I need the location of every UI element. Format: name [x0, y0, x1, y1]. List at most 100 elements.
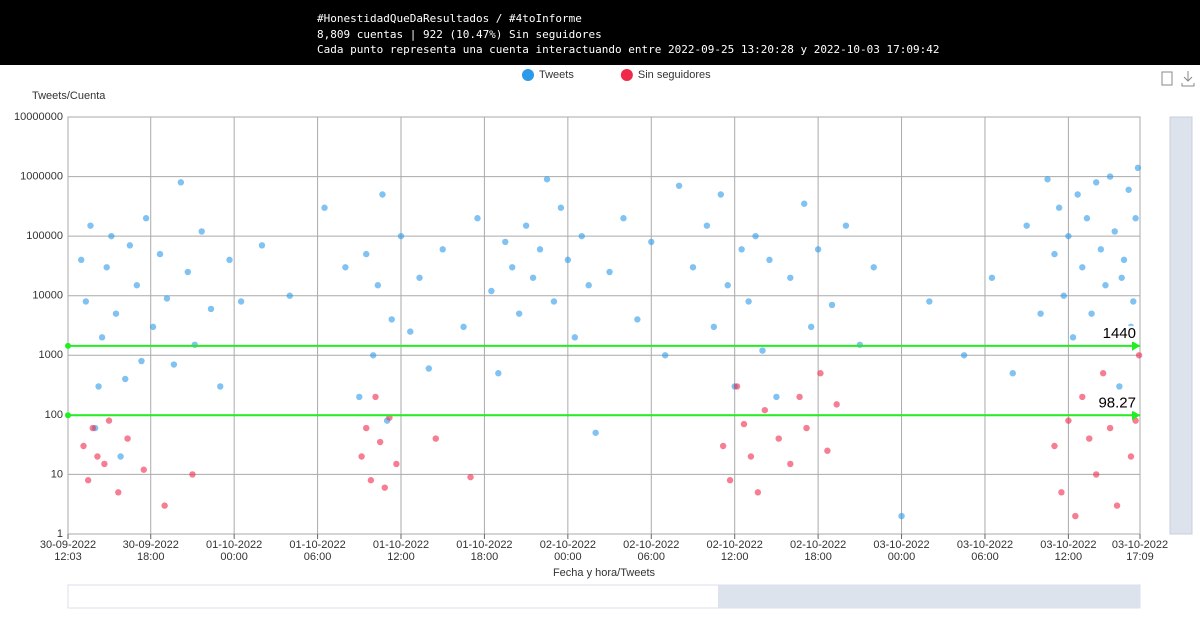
point: [1088, 310, 1095, 317]
point: [156, 250, 164, 258]
point: [1009, 370, 1016, 377]
export-icons[interactable]: [1161, 71, 1195, 87]
point: [522, 222, 530, 229]
point: [710, 323, 718, 331]
point: [381, 484, 388, 491]
data-view-icon[interactable]: [1161, 71, 1173, 86]
point: [754, 489, 762, 496]
point: [80, 442, 87, 450]
point: [817, 370, 824, 377]
point: [550, 298, 558, 305]
note: Cada punto representa una cuenta interac…: [317, 43, 940, 56]
point: [578, 232, 585, 240]
point: [467, 473, 474, 481]
point: [82, 298, 90, 305]
point: [397, 232, 405, 240]
point: [142, 215, 150, 222]
point: [163, 295, 171, 302]
point: [585, 282, 592, 289]
point: [460, 323, 467, 331]
reference-label: 98.27: [1098, 394, 1136, 411]
point: [502, 238, 509, 246]
point: [740, 420, 748, 428]
point: [439, 246, 446, 253]
point: [773, 393, 780, 401]
point: [108, 232, 115, 240]
y-tick-label: 100: [45, 409, 63, 421]
y-zoom-slider[interactable]: [1169, 116, 1193, 535]
point: [1083, 215, 1091, 222]
point: [1135, 352, 1143, 359]
point: [747, 453, 755, 460]
point: [191, 341, 198, 348]
point: [98, 334, 106, 341]
point: [564, 256, 572, 264]
point: [374, 282, 382, 289]
point: [1051, 250, 1058, 258]
point: [766, 256, 773, 264]
point: [94, 453, 101, 460]
point: [416, 274, 423, 281]
point: [814, 246, 822, 253]
point: [571, 334, 579, 341]
point: [509, 264, 516, 271]
point: [1102, 282, 1109, 289]
point: [1044, 176, 1051, 183]
point: [1065, 417, 1072, 424]
point: [1099, 370, 1107, 377]
point: [372, 393, 379, 401]
point: [369, 352, 377, 359]
point: [926, 298, 933, 305]
download-icon[interactable]: [1181, 71, 1195, 87]
point: [84, 477, 92, 484]
point: [515, 310, 523, 317]
point: [393, 460, 400, 468]
point: [237, 298, 245, 305]
x-tick-label: 03-10-2022 12:00: [1040, 539, 1097, 563]
point: [856, 341, 864, 348]
point: [759, 347, 766, 354]
point: [122, 375, 129, 383]
point: [207, 305, 215, 313]
point: [842, 222, 850, 229]
point: [1132, 215, 1139, 222]
point: [620, 215, 627, 222]
point: [184, 268, 192, 276]
point: [787, 460, 794, 468]
reference-label: 1440: [1103, 325, 1136, 342]
point: [1130, 298, 1137, 305]
point: [117, 453, 124, 460]
point: [1055, 204, 1063, 211]
point: [342, 264, 349, 271]
point: [724, 282, 731, 289]
point: [1106, 424, 1114, 432]
x-zoom-window[interactable]: [718, 585, 1140, 608]
reference-arrow: [1132, 340, 1140, 351]
point: [828, 301, 836, 309]
point: [198, 228, 205, 235]
point: [388, 316, 395, 323]
x-tick-label: 01-10-2022 06:00: [289, 539, 346, 563]
point: [536, 246, 544, 253]
point: [363, 250, 370, 258]
point: [126, 242, 134, 249]
plot-area: [67, 116, 1141, 535]
x-tick-label: 01-10-2022 00:00: [206, 539, 263, 563]
point: [1118, 274, 1125, 281]
y-tick-label: 10: [51, 468, 63, 480]
point: [407, 328, 414, 335]
point: [960, 352, 968, 359]
x-tick-label: 30-09-2022 18:00: [122, 539, 179, 563]
y-axis-label: Tweets/Cuenta: [32, 90, 106, 102]
point: [761, 406, 769, 414]
point: [358, 453, 365, 460]
point: [675, 182, 683, 189]
y-tick-label: 100000: [26, 230, 63, 242]
point: [89, 424, 96, 432]
point: [1134, 164, 1142, 172]
point: [738, 246, 745, 253]
point: [112, 310, 120, 317]
point: [833, 401, 840, 408]
y-tick-label: 10000: [32, 290, 63, 302]
